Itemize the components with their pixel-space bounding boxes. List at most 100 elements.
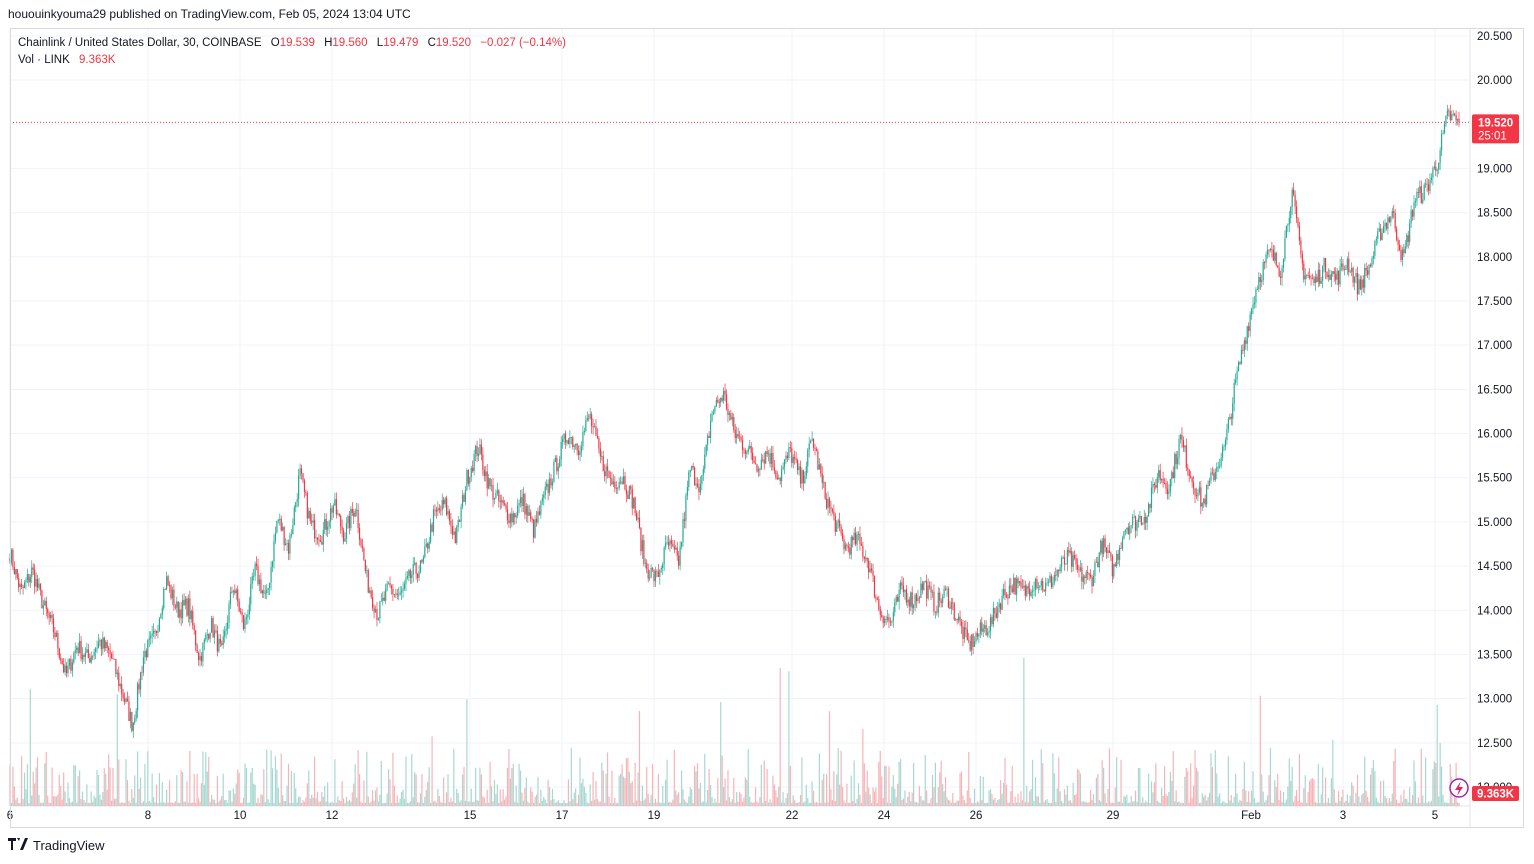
candle [152,630,155,634]
candle [379,601,381,619]
volume-bar [1145,800,1147,806]
volume-series [9,657,1460,806]
volume-bar [591,800,593,806]
candle [666,542,668,544]
volume-bar [852,801,854,806]
volume-bar [971,802,973,806]
candle [131,711,133,731]
candle [432,509,435,532]
volume-bar [592,771,594,806]
candle [166,576,168,589]
candle [1290,206,1292,218]
volume-bar [611,770,613,806]
volume-bar [1174,801,1176,806]
candle [1226,428,1228,441]
volume-bar [1114,787,1116,806]
volume-bar [1004,757,1006,806]
volume-bar [1124,796,1126,806]
candle [1264,262,1266,263]
candle [686,487,688,496]
candle [340,515,342,527]
candle [1142,523,1144,525]
candle [1166,488,1169,495]
tradingview-footer[interactable]: TradingView [8,838,105,853]
candle [389,583,391,586]
volume-bar [1348,802,1350,806]
volume-bar [614,798,616,806]
candle [833,511,835,516]
volume-bar [918,786,921,806]
candle [1281,267,1283,279]
symbol-description[interactable]: Chainlink / United States Dollar, 30, CO… [18,37,262,49]
candle [512,513,514,523]
volume-label[interactable]: Vol · LINK [18,54,70,66]
candle [695,483,697,486]
candle [997,607,999,618]
volume-bar [525,777,527,806]
candle [1027,586,1029,589]
candle [60,657,62,661]
candle [344,538,346,542]
candle [1306,274,1308,276]
candle [540,501,542,515]
volume-bar [392,752,394,806]
volume-bar [419,793,422,806]
candle [73,652,75,663]
candle [1265,254,1267,263]
candle [1369,264,1372,267]
y-tick-label: 16.000 [1477,429,1512,441]
volume-bar [1269,748,1272,806]
candle [1406,235,1408,247]
volume-bar [167,802,169,806]
volume-bar [753,802,755,806]
volume-bar [649,802,651,806]
candle [691,465,693,471]
volume-bar [679,802,681,806]
candle [772,452,774,468]
candle [141,672,143,674]
candle [1206,485,1208,505]
volume-bar [1207,797,1209,806]
volume-bar [763,760,765,806]
volume-bar [1314,801,1317,806]
volume-bar [553,799,555,806]
volume-bar [699,782,702,806]
volume-bar [811,781,813,806]
candle [1345,269,1347,271]
candle [1065,563,1067,565]
y-tick-label: 18.500 [1477,208,1512,220]
candle [1004,588,1006,595]
volume-bar [315,798,317,806]
volume-bar [1031,759,1034,806]
volume-bar [1002,782,1005,806]
candle [173,589,175,607]
candle [1335,274,1337,280]
volume-bar [322,796,324,806]
candle [1430,177,1433,180]
volume-bar [1078,770,1080,806]
candle [1169,479,1171,492]
candle [161,608,163,615]
volume-bar [1343,802,1346,806]
volume-bar [920,795,922,806]
volume-bar [1163,766,1166,806]
volume-bar [329,802,332,806]
candle [559,459,561,467]
volume-bar [450,797,452,806]
volume-bar [61,799,63,806]
volume-bar [51,767,53,806]
candle [731,417,733,420]
candle [754,463,757,465]
volume-bar [1117,801,1119,806]
candle [853,532,855,541]
volume-bar [567,779,570,806]
candle [499,500,501,503]
volume-bar [383,802,385,806]
volume-bar [1435,762,1437,806]
volume-bar [1311,778,1314,806]
candle [1079,567,1082,571]
volume-bar [316,791,319,806]
volume-bar [1120,760,1122,806]
volume-bar [421,774,423,806]
